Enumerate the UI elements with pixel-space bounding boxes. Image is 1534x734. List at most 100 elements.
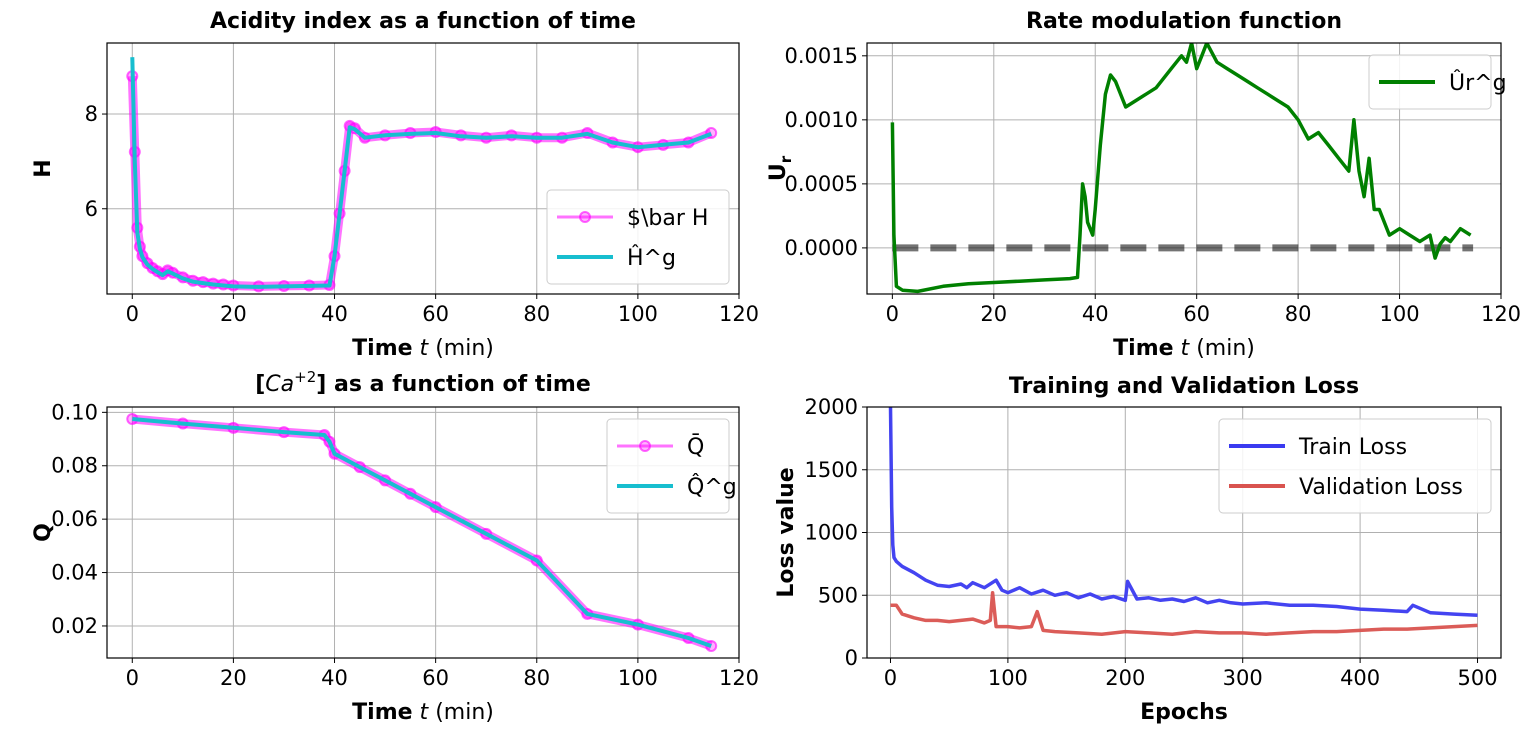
x-tick-label: 100 [988, 666, 1028, 690]
x-axis-label: Time t (min) [1113, 336, 1255, 361]
y-tick-label: 0.10 [51, 400, 98, 424]
title-italic: Ca [265, 372, 294, 397]
legend-label: Q̄ [687, 434, 704, 460]
x-tick-label: 20 [220, 666, 247, 690]
series-line [890, 590, 1478, 636]
x-tick-label: 0 [886, 302, 899, 326]
series-loss-0 [888, 407, 1478, 618]
plot-frame [106, 42, 740, 295]
legend-box [606, 418, 730, 514]
series-line [890, 43, 1472, 294]
y-label-main: U [766, 163, 791, 181]
x-label-italic: t [420, 700, 430, 725]
y-tick-label: 0.02 [51, 614, 98, 638]
title-prefix: [ [255, 372, 265, 397]
y-axis-label: Q [31, 523, 56, 542]
x-tick-label: 200 [1105, 666, 1145, 690]
x-tick-label: 60 [1183, 302, 1210, 326]
x-tick-label: 120 [719, 666, 759, 690]
x-label-italic: t [420, 336, 430, 361]
chart-title: [Ca+2] as a function of time [255, 368, 591, 397]
legend: Q̄ Q̂^g [606, 418, 737, 514]
y-tick-label: 8 [85, 102, 98, 126]
plot-frame [866, 42, 1502, 295]
y-tick-label: 2000 [805, 395, 858, 419]
x-axis-label: Time t (min) [352, 700, 494, 725]
legend-label: Validation Loss [1299, 475, 1463, 500]
y-tick-label: 0.0015 [785, 44, 858, 68]
x-label-rest: (min) [435, 700, 494, 725]
chart-title: Training and Validation Loss [1009, 374, 1359, 399]
x-tick-label: 500 [1457, 666, 1497, 690]
series-line [888, 407, 1478, 618]
x-tick-label: 40 [1082, 302, 1109, 326]
series-line [132, 417, 712, 648]
y-axis-label: Ur [766, 155, 795, 181]
y-axis-label: Loss value [774, 467, 799, 597]
x-tick-label: 0 [126, 666, 139, 690]
x-tick-label: 40 [321, 302, 348, 326]
series-acidity-1 [130, 57, 712, 289]
chart-title: Rate modulation function [1026, 9, 1342, 34]
x-tick-label: 80 [523, 666, 550, 690]
x-tick-label: 0 [126, 302, 139, 326]
series-loss-1 [890, 590, 1478, 636]
legend: Train Loss Validation Loss [1218, 418, 1492, 514]
legend-box [1218, 418, 1492, 514]
chart-title: Acidity index as a function of time [210, 9, 636, 34]
y-tick-label: 0.0005 [785, 172, 858, 196]
chart-rate: 0 20 40 60 80 100 120 0.0000 0.0005 0.0010 0.0015 R… [766, 9, 1521, 361]
x-tick-label: 100 [618, 302, 658, 326]
x-tick-label: 0 [884, 666, 897, 690]
y-axis-label: H [31, 159, 56, 177]
x-tick-label: 60 [422, 666, 449, 690]
plot-frame [866, 406, 1502, 659]
legend-box [546, 189, 730, 285]
x-label-rest: (min) [435, 336, 494, 361]
y-tick-label: 1000 [805, 521, 858, 545]
x-label-italic: t [1181, 336, 1191, 361]
y-tick-label: 0 [845, 646, 858, 670]
x-tick-label: 20 [220, 302, 247, 326]
y-tick-label: 0.06 [51, 507, 98, 531]
x-tick-label: 100 [618, 666, 658, 690]
y-tick-label: 0.08 [51, 454, 98, 478]
legend-marker [639, 440, 651, 452]
series-calcium-1 [132, 417, 712, 648]
x-label-bold: Time [352, 336, 412, 361]
legend-label: Train Loss [1298, 435, 1407, 460]
legend-marker [579, 211, 591, 223]
y-tick-label: 0.04 [51, 561, 98, 585]
legend-label: $\bar H [627, 206, 708, 231]
x-tick-label: 80 [1285, 302, 1312, 326]
x-tick-label: 80 [523, 302, 550, 326]
y-tick-label: 6 [85, 197, 98, 221]
x-axis-label: Time t (min) [352, 336, 494, 361]
x-tick-label: 120 [719, 302, 759, 326]
chart-calcium: 0 20 40 60 80 100 120 0.02 0.04 0.06 0.08 0.10 [Ca+2… [31, 368, 759, 725]
x-tick-label: 400 [1340, 666, 1380, 690]
y-tick-label: 0.0010 [785, 108, 858, 132]
legend-label: Q̂^g [687, 474, 737, 500]
legend: Ûr^g [1368, 54, 1507, 110]
series-line [130, 57, 712, 289]
legend: $\bar H Ĥ^g [546, 189, 730, 285]
chart-acidity: 0 20 40 60 80 100 120 6 8 Acidity index as a func… [31, 9, 759, 361]
legend-label: Ĥ^g [627, 245, 676, 271]
y-label-sub: r [777, 155, 795, 163]
x-axis-label: Epochs [1140, 700, 1228, 725]
x-tick-label: 100 [1380, 302, 1420, 326]
x-tick-label: 300 [1223, 666, 1263, 690]
x-label-bold: Time [1113, 336, 1173, 361]
y-tick-label: 1500 [805, 458, 858, 482]
legend-label: Ûr^g [1449, 70, 1507, 96]
title-suffix: ] as a function of time [316, 372, 591, 397]
x-label-rest: (min) [1196, 336, 1255, 361]
title-sup: +2 [294, 368, 316, 386]
x-tick-label: 60 [422, 302, 449, 326]
x-tick-label: 40 [321, 666, 348, 690]
plot-frame [106, 406, 740, 659]
y-tick-label: 0.0000 [785, 236, 858, 260]
x-tick-label: 120 [1481, 302, 1521, 326]
